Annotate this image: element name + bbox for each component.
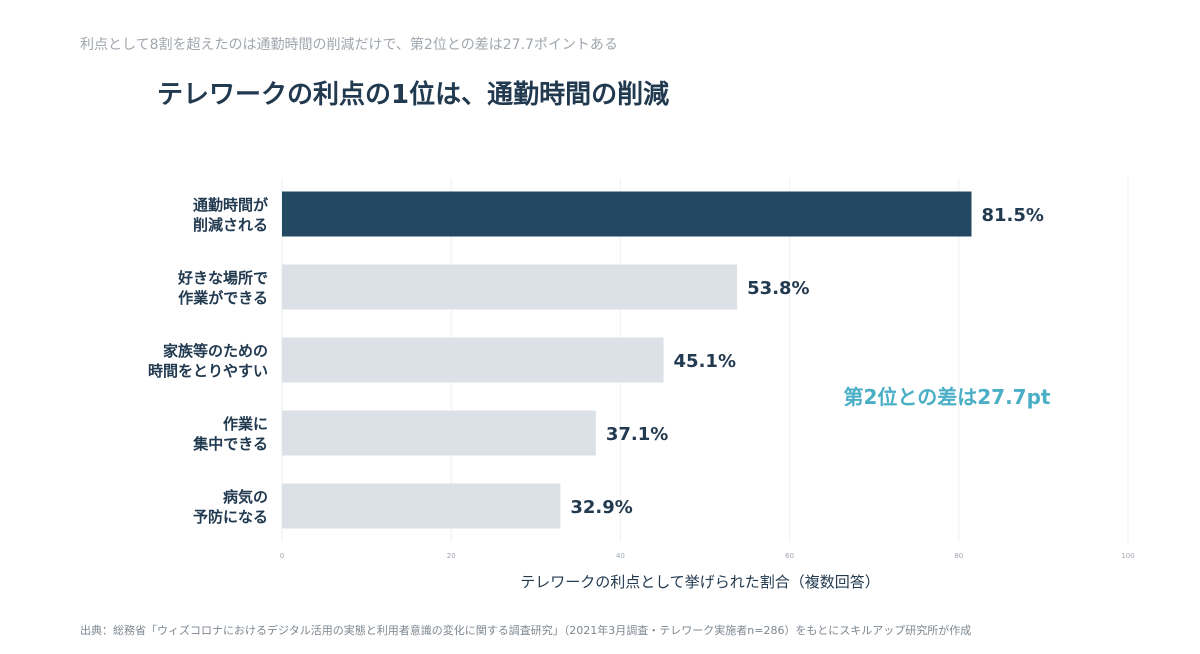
bar (282, 191, 972, 237)
category-label-line: 予防になる (193, 508, 268, 526)
chart-title: テレワークの利点の1位は、通勤時間の削減 (157, 80, 670, 110)
x-tick-label: 0 (280, 552, 284, 560)
category-label-line: 病気の (223, 488, 268, 506)
category-label: 家族等のための時間をとりやすい (148, 342, 268, 380)
bar (282, 264, 738, 310)
category-label-line: 作業に (223, 415, 268, 433)
category-label-line: 好きな場所で (177, 269, 268, 287)
label-layer: 81.5% 通勤時間が削減される 53.8% 好きな場所で作業ができる 45.1% 家族等… (148, 196, 1044, 526)
bar (282, 337, 664, 383)
category-label-line: 削減される (193, 216, 268, 234)
category-label-line: 時間をとりやすい (148, 362, 268, 380)
category-label-line: 集中できる (192, 435, 268, 453)
value-label: 53.8% (747, 278, 809, 299)
x-tick-label: 100 (1121, 552, 1134, 560)
bar (282, 483, 561, 529)
x-tick-label: 60 (785, 552, 794, 560)
category-label-line: 作業ができる (178, 289, 268, 307)
category-label: 作業に集中できる (192, 415, 268, 453)
category-label: 通勤時間が削減される (193, 196, 269, 234)
category-label-line: 家族等のための (163, 342, 268, 360)
chart-subtitle: 利点として8割を超えたのは通勤時間の削減だけで、第2位との差は27.7ポイントあ… (80, 37, 618, 53)
value-label: 45.1% (674, 351, 736, 372)
x-tick-label: 20 (447, 552, 456, 560)
difference-callout: 第2位との差は27.7pt (844, 385, 1051, 409)
x-tick-label: 80 (954, 552, 963, 560)
category-label-line: 通勤時間が (193, 196, 269, 214)
source-note: 出典：総務省「ウィズコロナにおけるデジタル活用の実態と利用者意識の変化に関する調… (80, 624, 972, 637)
value-label: 37.1% (606, 424, 668, 445)
value-label: 81.5% (981, 205, 1043, 226)
category-label: 好きな場所で作業ができる (177, 269, 268, 307)
bar (282, 410, 596, 456)
value-label: 32.9% (570, 497, 632, 518)
x-axis-title: テレワークの利点として挙げられた割合（複数回答） (520, 573, 880, 591)
bar-layer (282, 191, 972, 529)
x-tick-label: 40 (616, 552, 625, 560)
category-label: 病気の予防になる (193, 488, 268, 526)
tick-layer: 0 20 40 60 80 100 (280, 552, 1135, 560)
